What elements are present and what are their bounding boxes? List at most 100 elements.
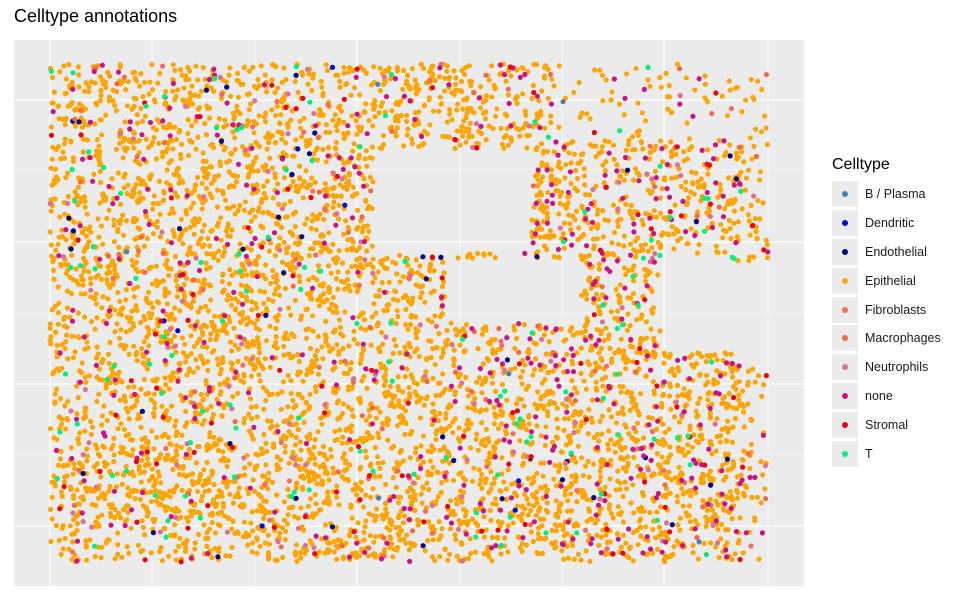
data-point <box>625 295 631 301</box>
data-point <box>395 374 401 380</box>
data-point <box>596 261 602 267</box>
data-point <box>536 98 542 104</box>
data-point <box>512 490 518 496</box>
data-point <box>142 362 148 368</box>
data-point <box>306 503 312 509</box>
data-point <box>332 428 338 434</box>
data-point <box>337 182 343 188</box>
data-point <box>319 344 325 350</box>
data-point <box>584 296 590 302</box>
data-point <box>595 207 601 213</box>
data-point <box>653 143 659 149</box>
data-point <box>249 190 255 196</box>
data-point <box>490 347 496 353</box>
data-point <box>599 72 606 78</box>
data-point <box>586 192 593 198</box>
data-point <box>349 264 355 270</box>
data-point <box>261 431 267 438</box>
data-point <box>217 523 223 529</box>
data-point <box>120 305 126 311</box>
data-point <box>436 108 442 114</box>
data-point <box>630 177 637 183</box>
data-point <box>505 467 511 473</box>
data-point <box>83 379 89 385</box>
data-point <box>508 138 515 144</box>
data-point <box>621 243 627 249</box>
data-point <box>141 243 147 249</box>
data-point <box>58 489 64 495</box>
data-point <box>257 288 263 294</box>
data-point <box>419 290 425 296</box>
data-point <box>131 219 138 225</box>
data-point <box>351 336 357 343</box>
data-point <box>671 544 677 550</box>
data-point <box>435 418 441 424</box>
data-point <box>118 327 124 333</box>
data-point <box>82 88 88 94</box>
data-point <box>695 184 702 190</box>
data-point <box>260 450 266 456</box>
data-point <box>514 503 521 509</box>
data-point <box>502 428 509 434</box>
data-point <box>581 166 587 172</box>
data-point <box>95 351 101 357</box>
data-point <box>738 472 744 478</box>
data-point <box>479 390 485 396</box>
data-point <box>421 65 427 71</box>
data-point <box>303 400 310 406</box>
data-point <box>151 413 157 419</box>
data-point <box>55 144 62 150</box>
data-point <box>742 187 748 193</box>
data-point <box>762 486 768 492</box>
data-point <box>192 410 198 416</box>
data-point <box>250 477 256 483</box>
data-point <box>739 109 745 115</box>
data-point <box>307 456 313 462</box>
data-point <box>167 488 173 494</box>
data-point <box>295 369 302 375</box>
data-point <box>631 263 637 269</box>
data-point <box>57 69 63 75</box>
data-point <box>243 355 249 361</box>
data-point <box>541 243 548 249</box>
data-point <box>709 401 715 407</box>
data-point <box>551 149 557 155</box>
data-point <box>203 480 209 486</box>
data-point <box>695 556 702 562</box>
data-point <box>301 115 307 121</box>
data-point <box>438 480 445 486</box>
data-point <box>363 518 369 524</box>
data-point <box>594 327 600 333</box>
data-point <box>352 481 359 487</box>
data-point <box>615 410 621 417</box>
data-point <box>137 226 143 232</box>
data-point <box>313 227 319 233</box>
data-point <box>747 465 753 472</box>
data-point <box>267 323 273 329</box>
data-point <box>48 334 54 340</box>
data-point <box>71 219 77 225</box>
data-point <box>111 222 117 228</box>
data-point <box>690 542 696 549</box>
data-point <box>168 506 174 513</box>
data-point <box>298 316 304 322</box>
data-point <box>105 312 111 318</box>
data-point <box>273 325 279 332</box>
data-point <box>123 463 129 470</box>
data-point <box>432 313 438 319</box>
data-point <box>136 411 142 417</box>
data-point <box>325 489 331 495</box>
data-point <box>603 159 609 165</box>
data-point <box>336 202 342 208</box>
data-point <box>171 210 177 216</box>
data-point <box>155 80 161 86</box>
data-point <box>249 299 255 305</box>
data-point <box>596 308 602 314</box>
data-point <box>365 553 371 559</box>
data-point <box>752 215 758 222</box>
data-point <box>223 553 229 559</box>
data-point <box>401 143 407 149</box>
data-point <box>229 544 235 550</box>
data-point <box>562 175 568 181</box>
data-point <box>747 135 753 141</box>
